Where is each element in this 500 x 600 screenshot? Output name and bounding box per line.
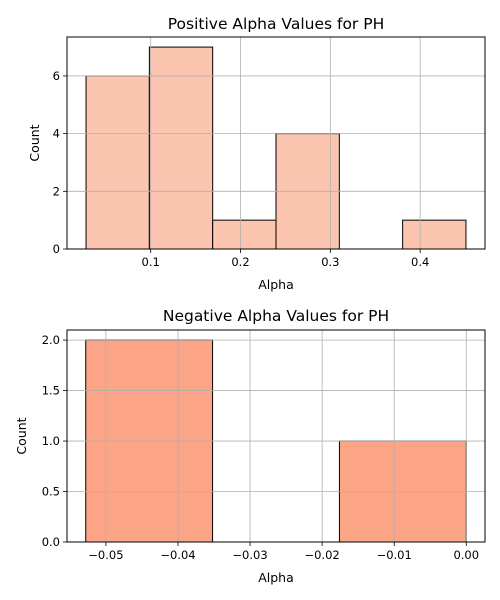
y-tick-label: 0.0 [42,535,60,549]
x-tick-label: −0.04 [160,548,195,562]
y-axis-ticks: 0.0 0.5 1.0 1.5 2.0 [42,333,67,549]
y-tick-label: 2.0 [42,333,60,347]
histogram-bar [148,46,214,250]
y-tick-label: 0.5 [42,485,60,499]
negative-alpha-histogram: Negative Alpha Values for PH Alpha Count… [14,307,486,585]
y-axis-label: Count [27,124,42,161]
y-tick-label: 2 [53,184,60,198]
y-tick-label: 1.0 [42,434,60,448]
axes-frame [66,36,486,250]
x-tick-label: −0.05 [88,548,123,562]
positive-alpha-histogram: Positive Alpha Values for PH Alpha Count… [27,15,486,292]
chart-title: Negative Alpha Values for PH [163,307,389,325]
axes-frame [66,329,486,543]
x-axis-ticks: −0.05 −0.04 −0.03 −0.02 −0.01 0.00 [88,542,479,562]
x-tick-label: 0.2 [231,255,249,269]
y-tick-label: 1.5 [42,384,60,398]
bars [85,46,467,250]
x-tick-label: 0.00 [453,548,479,562]
x-tick-label: 0.4 [411,255,429,269]
x-axis-label: Alpha [258,277,294,292]
x-tick-label: 0.3 [321,255,339,269]
y-tick-label: 0 [53,242,60,256]
x-tick-label: −0.03 [232,548,267,562]
chart-title: Positive Alpha Values for PH [168,15,385,33]
y-axis-ticks: 0 2 4 6 [53,69,67,256]
x-tick-label: 0.1 [142,255,160,269]
x-tick-label: −0.02 [304,548,339,562]
histogram-bar [402,219,467,250]
histogram-bar [85,75,150,250]
x-tick-label: −0.01 [377,548,412,562]
y-tick-label: 6 [53,69,60,83]
y-axis-label: Count [14,417,29,454]
y-tick-label: 4 [53,127,60,141]
histogram-bar [212,219,277,250]
x-axis-label: Alpha [258,570,294,585]
x-axis-ticks: 0.1 0.2 0.3 0.4 [142,249,429,269]
